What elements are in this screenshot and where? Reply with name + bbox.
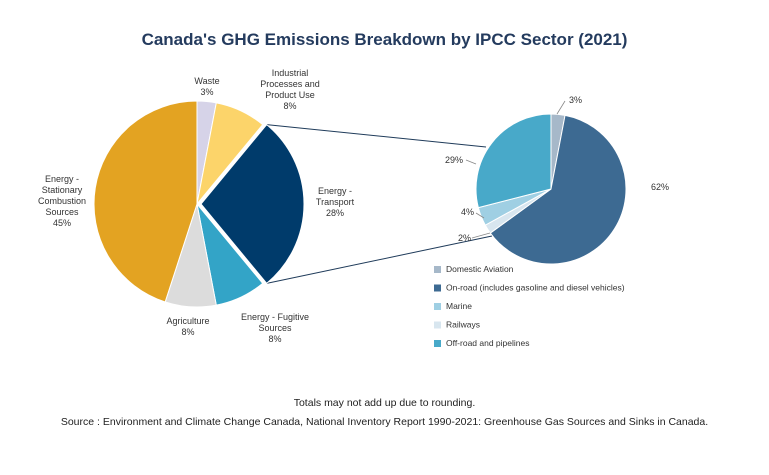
legend-label-on-road-includes-gasoline-and-diesel-vehicles: On-road (includes gasoline and diesel ve… xyxy=(446,283,625,293)
leader-marine xyxy=(475,212,485,219)
source-note: Source : Environment and Climate Change … xyxy=(60,416,709,428)
connector-line-top xyxy=(266,124,487,148)
chart-title: Canada's GHG Emissions Breakdown by IPCC… xyxy=(141,30,628,49)
legend-swatch-marine xyxy=(434,303,441,310)
leader-railways xyxy=(471,232,491,239)
leader-off-road-and-pipelines xyxy=(465,159,477,165)
legend-swatch-domestic-aviation xyxy=(434,266,441,273)
connector-line-bottom xyxy=(266,235,493,284)
main-pie-labels: Waste 3% Industrial Processes and Product Us… xyxy=(38,68,355,344)
legend-swatch-off-road-and-pipelines xyxy=(434,340,441,347)
value-label-marine: 4% xyxy=(461,207,474,217)
connector-lines xyxy=(266,124,493,284)
label-agriculture: Agriculture 8% xyxy=(166,316,209,337)
label-waste: Waste 3% xyxy=(194,76,219,97)
leader-domestic-aviation xyxy=(556,100,566,115)
label-energy-transport: Energy -Transport 28% xyxy=(316,186,355,218)
rounding-note: Totals may not add up due to rounding. xyxy=(293,397,476,409)
legend-swatch-railways xyxy=(434,321,441,329)
legend-label-railways: Railways xyxy=(446,320,480,330)
legend-label-domestic-aviation: Domestic Aviation xyxy=(446,264,514,274)
value-label-off-road-and-pipelines: 29% xyxy=(445,155,463,165)
pie-slice-off-road-and-pipelines xyxy=(475,113,552,209)
label-energy-fugitive-sources: Energy - Fugitive Sources 8% xyxy=(241,312,309,344)
legend-label-off-road-and-pipelines: Off-road and pipelines xyxy=(446,338,529,348)
value-label-railways: 2% xyxy=(458,233,471,243)
value-label-domestic-aviation: 3% xyxy=(569,95,582,105)
pie-slice-industrial-processes-and-product-use xyxy=(196,102,264,205)
transport-pie-labels: 3% 62% 2% 4% 29% xyxy=(445,95,669,243)
pie-slice-energy-stationary-combustion-sources xyxy=(93,100,198,303)
label-energy-stationary-combustion-sources: Energy -Stationary Combustion Sources 45% xyxy=(38,174,86,228)
legend-label-marine: Marine xyxy=(446,301,472,311)
pie-slice-on-road-includes-gasoline-and-diesel-vehicles xyxy=(489,114,627,265)
legend-swatch-on-road-includes-gasoline-and-diesel-vehicles xyxy=(434,284,441,292)
legend: Domestic Aviation On-road (includes gasol… xyxy=(434,264,625,348)
pie-slice-energy-transport xyxy=(200,123,305,285)
value-label-on-road-includes-gasoline-and-diesel-vehicles: 62% xyxy=(651,182,669,192)
transport-pie xyxy=(475,113,627,265)
main-pie xyxy=(93,100,305,308)
label-industrial-processes-and-product-use: Industrial Processes and Product Use 8% xyxy=(260,68,320,111)
